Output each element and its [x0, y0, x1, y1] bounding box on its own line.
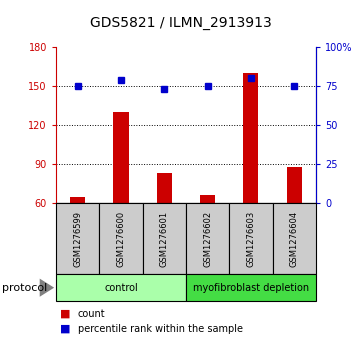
- Text: GDS5821 / ILMN_2913913: GDS5821 / ILMN_2913913: [90, 16, 271, 30]
- Bar: [287, 167, 302, 203]
- Text: count: count: [78, 309, 105, 319]
- Text: percentile rank within the sample: percentile rank within the sample: [78, 323, 243, 334]
- Text: control: control: [104, 283, 138, 293]
- Text: GSM1276599: GSM1276599: [73, 211, 82, 267]
- Text: protocol: protocol: [2, 283, 47, 293]
- Bar: [200, 195, 215, 203]
- Text: myofibroblast depletion: myofibroblast depletion: [193, 283, 309, 293]
- Text: GSM1276604: GSM1276604: [290, 211, 299, 267]
- Text: GSM1276601: GSM1276601: [160, 211, 169, 267]
- Bar: [243, 73, 258, 203]
- Text: GSM1276602: GSM1276602: [203, 211, 212, 267]
- Text: GSM1276603: GSM1276603: [247, 211, 255, 267]
- Text: ■: ■: [60, 323, 70, 334]
- Bar: [70, 197, 85, 203]
- Text: ■: ■: [60, 309, 70, 319]
- Bar: [113, 112, 129, 203]
- Text: GSM1276600: GSM1276600: [117, 211, 125, 267]
- Polygon shape: [40, 279, 54, 297]
- Bar: [157, 174, 172, 203]
